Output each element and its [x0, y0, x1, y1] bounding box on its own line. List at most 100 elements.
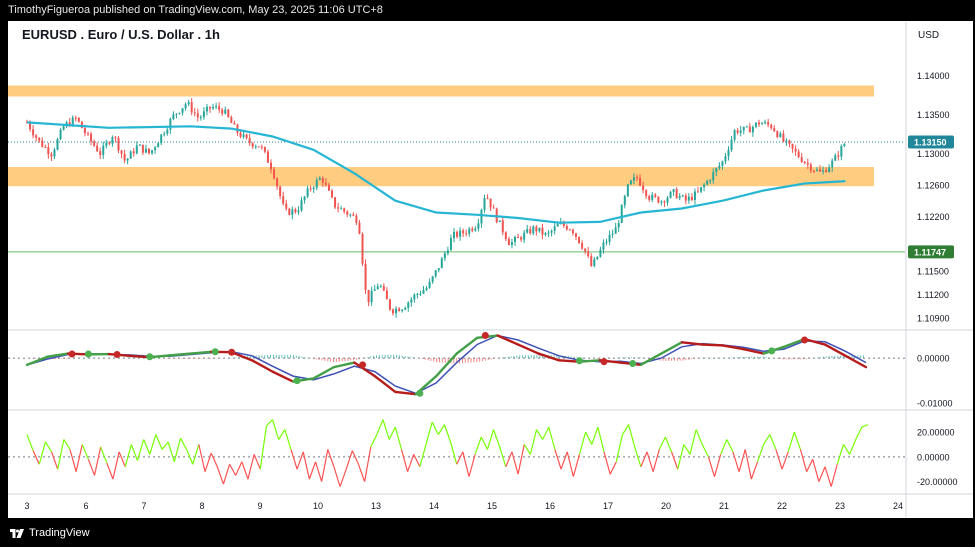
candle-body: [181, 108, 184, 113]
rsi-segment: [658, 436, 666, 450]
candle-body: [251, 143, 254, 147]
rsi-tick-label: 0.00000: [917, 452, 950, 462]
candle-body: [105, 142, 108, 146]
candle-body: [727, 149, 730, 157]
price-tick-label: 1.11500: [917, 267, 949, 277]
rsi-segment: [179, 437, 188, 450]
candle-body: [703, 184, 706, 188]
moving-average-line: [26, 121, 846, 224]
candle-body: [477, 223, 480, 229]
candle-body: [773, 128, 776, 132]
candle-body: [541, 227, 544, 235]
candle-body: [270, 162, 272, 170]
candle-body: [187, 102, 190, 105]
candle-body: [202, 111, 205, 118]
candle-body: [398, 308, 401, 312]
rsi-segment: [284, 429, 292, 450]
crossover-marker: [481, 332, 489, 340]
candle-body: [404, 307, 407, 310]
rsi-segment: [143, 439, 151, 455]
candle-body: [571, 229, 574, 234]
candle-body: [321, 178, 324, 183]
candle-body: [492, 207, 495, 209]
rsi-segment: [296, 451, 304, 470]
candle-body: [212, 106, 215, 109]
candle-body: [812, 170, 815, 172]
oscillator-signal-segment: [46, 352, 70, 358]
candle-body: [553, 226, 556, 231]
oscillator-signal-segment: [660, 341, 683, 355]
footer-brand[interactable]: TradingView: [10, 527, 90, 539]
candle-body: [596, 256, 599, 260]
oscillator-signal-segment: [680, 341, 704, 346]
rsi-segment: [44, 441, 53, 453]
price-tick-label: 1.12600: [917, 181, 950, 191]
candle-body: [831, 160, 834, 168]
rsi-segment: [615, 434, 624, 462]
candle-body: [443, 253, 446, 259]
oscillator-signal-segment: [271, 370, 295, 383]
candle-body: [663, 201, 666, 203]
rsi-segment: [124, 444, 132, 467]
candle-body: [227, 109, 230, 117]
last-price-badge: 1.13150: [914, 137, 947, 147]
candle-body: [593, 259, 596, 267]
rsi-segment: [474, 436, 482, 455]
rsi-segment: [314, 461, 323, 482]
crossover-marker: [293, 377, 301, 385]
candle-body: [38, 137, 41, 141]
rsi-segment: [572, 454, 581, 477]
oscillator-signal-segment: [537, 352, 561, 362]
rsi-segment: [585, 431, 593, 445]
candle-body: [840, 146, 843, 157]
oscillator-signal-segment: [189, 350, 213, 355]
level-price-badge: 1.11747: [914, 247, 946, 257]
candle-body: [151, 150, 154, 154]
rsi-segment: [290, 449, 298, 470]
chart-area[interactable]: [8, 21, 973, 518]
candle-body: [160, 134, 163, 144]
oscillator-signal-segment: [741, 347, 765, 355]
candle-body: [581, 243, 584, 249]
rsi-segment: [536, 429, 544, 440]
rsi-segment: [763, 434, 771, 445]
candle-body: [535, 226, 538, 232]
candle-body: [90, 133, 93, 142]
crossover-marker: [359, 361, 367, 369]
candle-body: [654, 194, 657, 197]
oscillator-signal-segment: [332, 361, 356, 369]
rsi-segment: [247, 454, 255, 480]
candle-body: [501, 220, 504, 233]
candle-body: [431, 276, 434, 282]
candle-body: [739, 130, 742, 133]
rsi-segment: [382, 419, 390, 440]
candle-body: [175, 113, 178, 115]
candle-body: [254, 146, 257, 148]
candle-body: [337, 207, 340, 209]
candle-body: [44, 146, 47, 148]
time-tick-label: 22: [777, 501, 787, 511]
rsi-segment: [842, 444, 851, 455]
candle-body: [59, 129, 62, 140]
rsi-segment: [855, 426, 863, 440]
candle-body: [309, 188, 312, 190]
rsi-segment: [492, 429, 501, 448]
rsi-tick-label: 20.00000: [917, 428, 955, 438]
candle-body: [471, 228, 474, 231]
candle-body: [205, 106, 208, 112]
rsi-segment: [259, 425, 268, 470]
candle-body: [770, 124, 773, 129]
candle-body: [114, 137, 117, 139]
rsi-segment: [364, 446, 372, 482]
rsi-segment: [394, 426, 403, 450]
candle-body: [706, 180, 709, 185]
candle-body: [575, 233, 577, 237]
rsi-segment: [210, 452, 218, 467]
candle-body: [135, 145, 138, 154]
rsi-segment: [701, 444, 709, 458]
candle-body: [651, 194, 654, 200]
currency-label: USD: [918, 30, 940, 41]
candle-body: [413, 294, 416, 300]
crossover-marker: [801, 336, 809, 344]
